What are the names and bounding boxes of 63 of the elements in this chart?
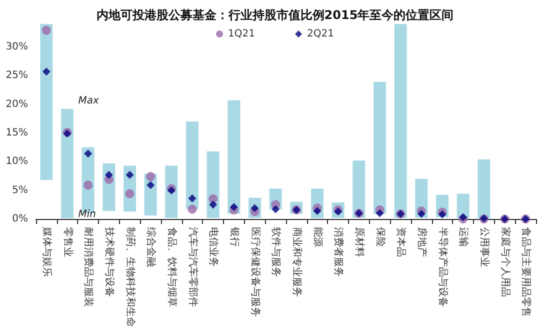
bar (228, 100, 240, 214)
point (417, 210, 426, 218)
point (272, 205, 280, 214)
point (84, 180, 93, 190)
x-tick-label: 公用事业 (478, 227, 490, 267)
x-tick-label: 资本品 (395, 227, 408, 257)
x-tick-label: 技术硬件与设备 (103, 226, 116, 297)
x-tick-label: 房地产 (416, 227, 428, 257)
x-tick-label: 半导体产品与设备 (436, 227, 449, 307)
y-tick-label: 10% (6, 156, 28, 168)
x-tick-label: 医疗保健设备与服务 (249, 227, 262, 317)
x-tick-label: 运输 (458, 227, 470, 247)
legend-label: 1Q21 (228, 28, 256, 40)
point (125, 189, 134, 198)
x-tick-label: 食品、饮料与烟草 (166, 227, 178, 307)
x-tick-label: 食品与主要用品零售 (520, 227, 532, 317)
bar (186, 122, 198, 210)
legend-label: 2Q21 (307, 28, 334, 40)
bar (352, 160, 366, 218)
point (188, 204, 197, 214)
bar (394, 24, 407, 218)
x-tick-label: 银行 (228, 226, 240, 247)
point (126, 170, 134, 179)
bar (40, 24, 53, 180)
x-tick-label: 商业和专业服务 (290, 227, 303, 297)
y-tick-label: 25% (6, 70, 28, 82)
x-tick-label: 媒体与娱乐 (40, 227, 53, 277)
y-tick-label: 0% (12, 214, 28, 224)
point (209, 200, 218, 209)
point (146, 181, 155, 190)
x-tick-label: 保险 (374, 227, 386, 247)
point (188, 194, 196, 202)
x-tick-label: 软件与服务 (270, 227, 282, 277)
y-tick-label: 5% (12, 184, 28, 196)
point (376, 209, 384, 218)
x-tick-label: 消费者服务 (332, 227, 345, 277)
point (84, 150, 92, 158)
annotation: Min (78, 208, 96, 220)
point (146, 172, 156, 182)
bar (61, 108, 74, 218)
bar (374, 82, 386, 214)
y-tick-label: 15% (6, 127, 28, 138)
y-tick-label: 20% (6, 98, 28, 110)
bar (478, 159, 490, 218)
chart-title: 内地可投港股公募基金：行业持股市值比例2015年至今的位置区间 (96, 8, 454, 22)
x-tick-label: 制药、生物科技和生命 (124, 227, 136, 327)
x-tick-label: 综合金融 (145, 227, 158, 267)
x-tick-label: 耐用消费品与服装 (82, 227, 95, 307)
y-tick-label: 30% (6, 41, 28, 52)
x-tick-label: 汽车与汽车零部件 (186, 227, 199, 307)
point (230, 202, 238, 211)
x-tick-label: 电信业务 (208, 227, 220, 267)
point (313, 206, 322, 215)
point (42, 68, 50, 76)
point (104, 170, 113, 179)
x-tick-label: 家庭与个人用品 (499, 227, 512, 297)
bar (456, 194, 470, 218)
x-tick-label: 能源 (312, 227, 324, 247)
annotation: Max (78, 95, 100, 106)
point (42, 26, 51, 35)
x-tick-label: 零售业 (62, 227, 74, 257)
x-tick-label: 原材料 (353, 227, 366, 257)
point (438, 210, 446, 218)
